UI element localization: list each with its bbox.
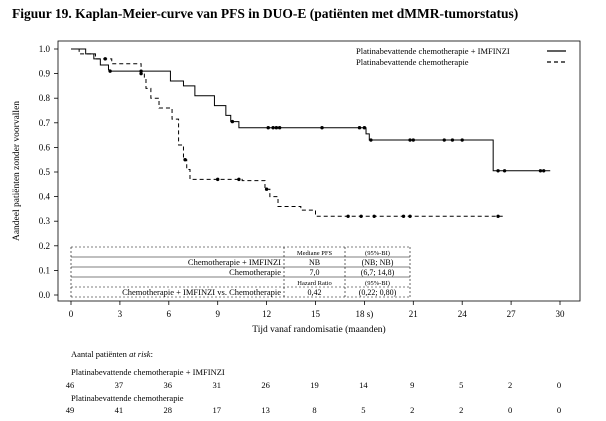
censor-mark xyxy=(183,158,187,162)
censor-mark xyxy=(450,138,455,142)
stats-table-ci: (6,7; 14,8) xyxy=(361,268,395,277)
y-axis-label: Aandeel patiënten zonder voorvallen xyxy=(12,101,22,241)
x-tick-label: 27 xyxy=(507,309,517,319)
y-tick-label: 0.1 xyxy=(39,265,50,275)
censor-mark xyxy=(139,71,143,76)
x-tick-label: 24 xyxy=(458,309,468,319)
censor-mark xyxy=(538,169,543,173)
stats-table-label: Chemotherapie xyxy=(229,267,281,277)
legend-label: Platinabevattende chemotherapie xyxy=(356,57,469,67)
censor-mark xyxy=(460,138,464,142)
x-tick-label: 21 xyxy=(409,309,418,319)
censor-mark xyxy=(274,126,279,130)
stats-table-label: Chemotherapie + IMFINZI xyxy=(188,257,281,267)
censor-mark xyxy=(230,119,235,124)
censor-mark xyxy=(357,126,362,130)
y-tick-label: 0.5 xyxy=(39,167,51,177)
x-tick-label: 0 xyxy=(69,309,74,319)
x-tick-label: 30 xyxy=(556,309,566,319)
stats-table-value: Hazard Ratio xyxy=(297,280,331,287)
x-tick-label: 9 xyxy=(215,309,220,319)
y-tick-label: 0.9 xyxy=(39,69,51,79)
stats-table-value: 0,42 xyxy=(308,288,322,297)
censor-mark xyxy=(502,169,507,173)
stats-table-value: NB xyxy=(309,258,320,267)
x-tick-label: 12 xyxy=(262,309,271,319)
figure-title: Figuur 19. Kaplan-Meier-curve van PFS in… xyxy=(12,6,519,21)
censor-mark xyxy=(277,126,282,130)
stats-table-ci: (95%-BI) xyxy=(365,280,390,287)
censor-mark xyxy=(496,214,500,218)
legend-label: Platinabevattende chemotherapie + IMFINZ… xyxy=(356,46,510,56)
censor-mark xyxy=(108,69,112,73)
stats-table-value: Mediane PFS xyxy=(297,250,333,257)
y-tick-label: 1.0 xyxy=(39,44,51,54)
plot-frame xyxy=(57,40,581,302)
x-tick-label: 6 xyxy=(167,309,172,319)
km-curve-imfinzi xyxy=(71,48,551,172)
y-tick-label: 0.3 xyxy=(39,216,51,226)
x-tick-label: 15 xyxy=(311,309,321,319)
stats-table-ci: (NB; NB) xyxy=(362,258,394,267)
censor-mark xyxy=(411,138,415,142)
censor-mark xyxy=(266,126,270,130)
stats-table-ci: (95%-BI) xyxy=(365,250,390,257)
stats-table-ci: (0,22; 0,80) xyxy=(359,288,397,297)
censor-mark xyxy=(401,214,406,218)
y-tick-label: 0.2 xyxy=(39,241,50,251)
censor-mark xyxy=(237,177,241,182)
censor-mark xyxy=(442,138,446,142)
censor-mark xyxy=(362,126,367,130)
censor-mark xyxy=(216,177,220,182)
censor-mark xyxy=(359,214,363,218)
censor-mark xyxy=(320,126,324,130)
censor-mark xyxy=(271,126,275,130)
y-tick-label: 0.4 xyxy=(39,192,51,202)
stats-table-label: Chemotherapie + IMFINZI vs. Chemotherapi… xyxy=(122,287,281,297)
censor-mark xyxy=(346,214,350,218)
y-tick-label: 0.8 xyxy=(39,93,51,103)
censor-mark xyxy=(103,57,107,61)
y-tick-label: 0.6 xyxy=(39,142,51,152)
km-curve-chemo xyxy=(71,48,503,217)
censor-mark xyxy=(264,187,269,191)
censor-mark xyxy=(408,138,412,142)
x-tick-label: 18 s) xyxy=(356,309,374,319)
censor-mark xyxy=(372,214,376,218)
censor-mark xyxy=(369,138,373,142)
stats-table-value: 7,0 xyxy=(310,268,320,277)
x-tick-label: 3 xyxy=(118,309,123,319)
x-axis-label: Tijd vanaf randomisatie (maanden) xyxy=(252,324,385,335)
censor-mark xyxy=(542,169,546,173)
censor-mark xyxy=(496,169,500,173)
y-tick-label: 0.7 xyxy=(39,118,51,128)
y-tick-label: 0.0 xyxy=(39,290,51,300)
censor-mark xyxy=(408,214,412,218)
